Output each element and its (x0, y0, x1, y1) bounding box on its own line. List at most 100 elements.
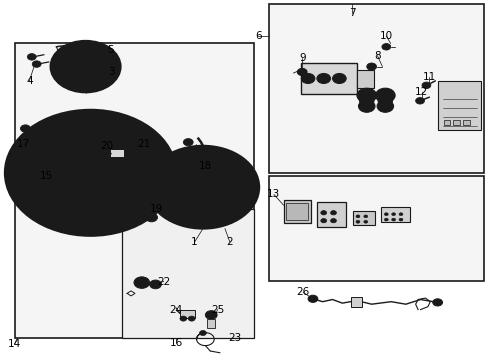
Bar (437, 81, 480, 130)
Circle shape (360, 91, 372, 100)
Circle shape (70, 158, 111, 188)
Circle shape (209, 208, 216, 213)
Circle shape (335, 76, 343, 81)
Circle shape (146, 146, 259, 229)
Circle shape (94, 48, 102, 54)
Circle shape (150, 170, 157, 175)
Circle shape (34, 62, 39, 66)
Circle shape (50, 41, 121, 93)
Circle shape (56, 45, 115, 88)
Circle shape (368, 65, 373, 68)
Circle shape (132, 158, 137, 161)
Circle shape (174, 166, 231, 208)
Circle shape (69, 79, 77, 85)
Circle shape (358, 100, 374, 112)
Circle shape (18, 120, 163, 226)
Circle shape (65, 51, 106, 82)
Circle shape (297, 68, 306, 76)
Circle shape (301, 73, 314, 84)
Circle shape (415, 98, 424, 104)
Circle shape (384, 218, 387, 221)
Circle shape (42, 203, 49, 208)
Bar (122, 209, 254, 338)
Circle shape (59, 149, 122, 196)
Text: 25: 25 (210, 305, 224, 315)
Circle shape (183, 139, 193, 146)
Circle shape (132, 185, 137, 188)
Circle shape (362, 98, 370, 104)
Circle shape (132, 137, 139, 142)
Circle shape (363, 215, 367, 218)
Circle shape (134, 277, 149, 288)
Circle shape (71, 56, 100, 77)
Circle shape (132, 203, 139, 208)
Text: 3: 3 (108, 67, 115, 77)
Circle shape (377, 95, 392, 106)
Circle shape (148, 215, 155, 220)
Bar (352, 211, 374, 225)
Circle shape (188, 316, 195, 321)
Circle shape (226, 170, 233, 175)
Circle shape (398, 218, 402, 221)
Circle shape (5, 110, 176, 236)
Circle shape (381, 44, 390, 50)
Text: 18: 18 (198, 161, 212, 171)
Bar (283, 200, 310, 223)
Text: 22: 22 (157, 276, 170, 287)
Circle shape (320, 219, 326, 223)
Text: 8: 8 (373, 51, 380, 61)
Circle shape (32, 61, 41, 67)
Circle shape (69, 203, 74, 207)
Circle shape (239, 205, 249, 212)
Circle shape (199, 330, 206, 336)
Circle shape (380, 103, 389, 110)
Bar (180, 310, 194, 318)
Circle shape (384, 213, 387, 216)
Circle shape (226, 199, 233, 204)
Circle shape (355, 220, 359, 223)
Circle shape (356, 88, 376, 103)
Circle shape (378, 91, 391, 100)
Text: 6: 6 (254, 31, 261, 41)
Circle shape (391, 213, 395, 216)
Circle shape (375, 88, 394, 103)
Text: 16: 16 (169, 338, 183, 348)
Circle shape (57, 64, 65, 69)
Circle shape (132, 214, 140, 220)
Circle shape (384, 45, 387, 48)
Bar (15, 43, 254, 338)
Circle shape (20, 125, 30, 132)
Text: 13: 13 (266, 189, 280, 199)
Circle shape (316, 73, 330, 84)
Text: 4: 4 (26, 76, 33, 86)
Circle shape (29, 55, 34, 59)
Circle shape (359, 95, 373, 106)
Circle shape (172, 170, 179, 175)
Circle shape (106, 139, 111, 142)
Bar (110, 149, 123, 157)
Circle shape (209, 161, 216, 166)
Circle shape (44, 157, 49, 161)
Text: 19: 19 (149, 204, 163, 214)
Circle shape (163, 158, 242, 216)
Bar (300, 63, 356, 94)
Circle shape (70, 138, 75, 142)
Text: 9: 9 (298, 53, 305, 63)
Circle shape (376, 100, 393, 112)
Circle shape (145, 149, 157, 158)
Circle shape (189, 208, 196, 213)
Circle shape (149, 280, 161, 289)
Bar (207, 319, 215, 328)
Text: 20: 20 (100, 141, 113, 151)
Circle shape (11, 114, 169, 231)
Circle shape (232, 185, 239, 190)
Text: 5: 5 (106, 45, 113, 55)
Circle shape (87, 217, 94, 222)
Circle shape (304, 76, 311, 81)
Text: 15: 15 (40, 171, 53, 181)
Circle shape (307, 295, 317, 302)
Circle shape (172, 199, 179, 204)
Bar (350, 297, 361, 307)
Circle shape (145, 213, 157, 222)
Bar (443, 120, 449, 125)
